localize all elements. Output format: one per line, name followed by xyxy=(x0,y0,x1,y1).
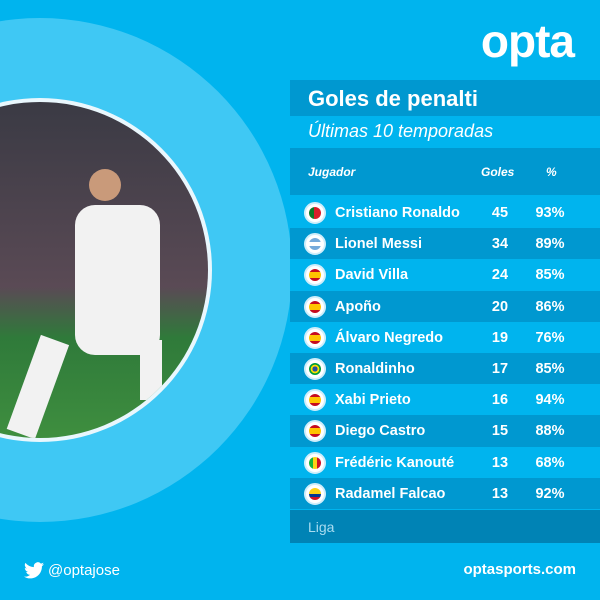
goals-value: 45 xyxy=(491,205,509,221)
mali-flag-icon xyxy=(304,451,326,474)
goals-value: 13 xyxy=(491,485,509,502)
pct-value: 93% xyxy=(535,205,565,221)
pct-value: 76% xyxy=(535,329,565,346)
spain-flag-icon xyxy=(304,264,326,287)
table-row: Lionel Messi 34 89% xyxy=(290,228,600,260)
column-pct: % xyxy=(546,165,557,179)
player-name: Ronaldinho xyxy=(335,360,415,377)
brazil-flag-icon xyxy=(304,357,326,380)
twitter-handle-text: @optajose xyxy=(48,562,120,579)
column-player: Jugador xyxy=(308,165,356,179)
goals-value: 13 xyxy=(491,454,509,471)
goals-value: 34 xyxy=(491,236,509,253)
opta-logo: opta xyxy=(480,15,575,67)
pct-value: 85% xyxy=(535,360,565,377)
table-row: Ronaldinho 17 85% xyxy=(290,352,600,385)
spain-flag-icon xyxy=(304,326,326,349)
page-title: Goles de penalti xyxy=(290,80,600,116)
player-name: Radamel Falcao xyxy=(335,485,446,502)
pct-value: 92% xyxy=(535,485,565,502)
spain-flag-icon xyxy=(304,420,326,443)
table-row: Cristiano Ronaldo 45 93% xyxy=(290,197,600,229)
table-row: Álvaro Negredo 19 76% xyxy=(290,321,600,353)
table-row: David Villa 24 85% xyxy=(290,259,600,291)
table-row: Radamel Falcao 13 92% xyxy=(290,477,600,509)
argentina-flag-icon xyxy=(304,233,326,256)
player-name: Apoño xyxy=(335,298,381,315)
pct-value: 94% xyxy=(535,392,565,409)
player-name: Frédéric Kanouté xyxy=(335,454,455,471)
table-header: Jugador Goles % xyxy=(290,148,600,195)
pct-value: 68% xyxy=(535,454,565,471)
goals-value: 20 xyxy=(491,298,509,315)
player-name: David Villa xyxy=(335,267,409,284)
pct-value: 89% xyxy=(535,236,565,253)
spain-flag-icon xyxy=(304,389,326,412)
twitter-bird-icon xyxy=(24,562,44,579)
player-name: Lionel Messi xyxy=(335,236,423,253)
goals-value: 19 xyxy=(491,329,509,346)
colombia-flag-icon xyxy=(304,482,326,505)
table-row: Xabi Prieto 16 94% xyxy=(290,384,600,416)
player-name: Álvaro Negredo xyxy=(335,329,443,346)
table-body: Cristiano Ronaldo 45 93% Lionel Messi 34… xyxy=(290,197,600,509)
table-row: Apoño 20 86% xyxy=(290,290,600,322)
table-row: Diego Castro 15 88% xyxy=(290,415,600,447)
spain-flag-icon xyxy=(304,295,326,318)
goals-value: 24 xyxy=(491,267,509,284)
goals-value: 15 xyxy=(491,423,509,440)
pct-value: 88% xyxy=(535,423,565,440)
pct-value: 85% xyxy=(535,267,565,284)
table-row: Frédéric Kanouté 13 68% xyxy=(290,446,600,478)
competition-label: Liga xyxy=(290,510,600,543)
player-name: Diego Castro xyxy=(335,423,426,440)
website-link[interactable]: optasports.com xyxy=(463,561,576,578)
portugal-flag-icon xyxy=(304,202,326,224)
goals-value: 16 xyxy=(491,392,509,409)
page-subtitle: Últimas 10 temporadas xyxy=(290,116,600,148)
twitter-handle[interactable]: @optajose xyxy=(24,562,120,579)
pct-value: 86% xyxy=(535,298,565,315)
goals-value: 17 xyxy=(491,360,509,377)
player-name: Xabi Prieto xyxy=(335,392,411,409)
player-name: Cristiano Ronaldo xyxy=(335,205,460,221)
column-goals: Goles xyxy=(481,165,515,179)
